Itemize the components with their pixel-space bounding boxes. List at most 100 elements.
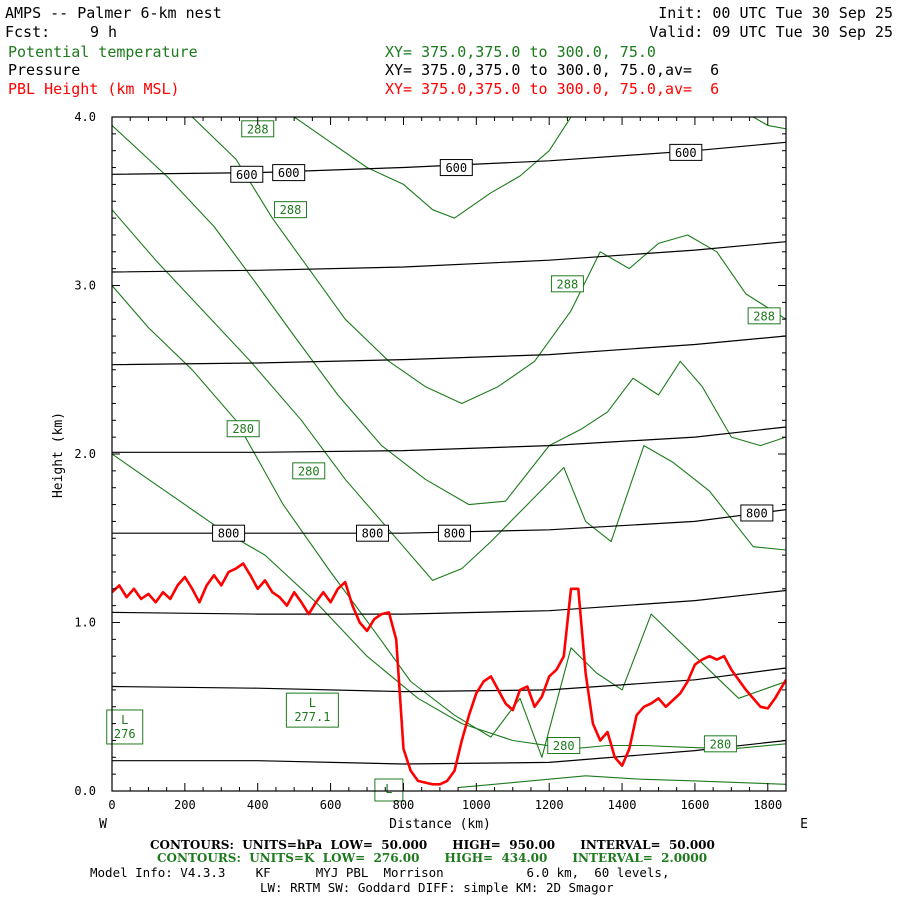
- pressure-label-box: [272, 164, 306, 182]
- pressure-contour-950: [112, 739, 786, 765]
- pressure-label: 800: [437, 524, 471, 542]
- pressure-label-box: [439, 159, 473, 177]
- pressure-label-box: [740, 504, 774, 522]
- y-tick-label: 4.0: [74, 110, 96, 124]
- pressure-contour-info: CONTOURS: UNITS=hPa LOW= 50.000 HIGH= 95…: [150, 838, 715, 852]
- pbl-height-line: [112, 562, 786, 786]
- y-axis-label: Height (km): [51, 412, 66, 498]
- low-marker-box: [285, 692, 339, 728]
- valid-time: Valid: 09 UTC Tue 30 Sep 25: [649, 23, 893, 41]
- pressure-label-text: 800: [362, 527, 384, 541]
- theta-label: 280: [226, 420, 260, 438]
- init-time: Init: 00 UTC Tue 30 Sep 25: [658, 4, 893, 22]
- theta-contour-line: [191, 117, 786, 405]
- x-axis-label: Distance (km): [389, 817, 491, 832]
- pressure-label: 800: [355, 524, 389, 542]
- low-marker-box: [106, 709, 144, 745]
- theta-label-box: [274, 201, 308, 219]
- pressure-contour-850: [112, 589, 786, 615]
- field-pbl-name: PBL Height (km MSL): [8, 80, 180, 98]
- x-tick-label: 400: [247, 798, 269, 812]
- theta-label-text: 288: [280, 203, 302, 217]
- pressure-label: 600: [669, 143, 703, 161]
- pressure-label: 600: [272, 164, 306, 182]
- theta-contour-line: [752, 117, 786, 130]
- theta-label-text: 280: [710, 737, 732, 751]
- pressure-label: 800: [740, 504, 774, 522]
- x-tick-label: 200: [174, 798, 196, 812]
- field-pressure-xy: XY= 375.0,375.0 to 300.0, 75.0,av= 6: [385, 61, 720, 79]
- theta-contour-line: [112, 453, 786, 750]
- pressure-label-box: [669, 143, 703, 161]
- theta-label-box: [703, 735, 737, 753]
- theta-label-text: 280: [553, 739, 575, 753]
- theta-label-box: [747, 307, 781, 325]
- theta-label-box: [226, 420, 260, 438]
- theta-label: 280: [547, 737, 581, 755]
- west-label: W: [99, 817, 107, 832]
- theta-label: 288: [274, 201, 308, 219]
- low-marker-value: 276: [114, 727, 136, 741]
- theta-label: 288: [747, 307, 781, 325]
- x-tick-label: 1000: [462, 798, 491, 812]
- forecast-label: Fcst:: [5, 23, 51, 41]
- theta-label: 288: [550, 275, 584, 293]
- field-theta-xy: XY= 375.0,375.0 to 300.0, 75.0: [385, 43, 656, 61]
- pbl-height-layer: [112, 562, 786, 786]
- low-marker: L: [374, 778, 404, 802]
- y-tick-label: 0.0: [74, 784, 96, 798]
- theta-contour-info: CONTOURS: UNITS=K LOW= 276.00 HIGH= 434.…: [157, 851, 708, 865]
- theta-label-box: [292, 462, 326, 480]
- theta-label-box: [550, 275, 584, 293]
- low-marker-letter: L: [309, 696, 316, 710]
- x-tick-label: 600: [320, 798, 342, 812]
- theta-contour-line: [112, 124, 786, 506]
- theta-label-text: 288: [557, 277, 579, 291]
- pressure-label-text: 600: [675, 146, 697, 160]
- pressure-contour-700: [112, 335, 786, 366]
- y-tick-label: 1.0: [74, 616, 96, 630]
- low-marker-value: 277.1: [294, 710, 330, 724]
- theta-label-text: 280: [298, 464, 320, 478]
- pressure-label-text: 600: [445, 161, 467, 175]
- theta-contour-line: [112, 209, 786, 581]
- pressure-contour-650: [112, 241, 786, 273]
- field-theta-name: Potential temperature: [8, 43, 198, 61]
- chart-title: AMPS -- Palmer 6-km nest: [5, 4, 222, 22]
- theta-label: 280: [703, 735, 737, 753]
- axis-layer: 0.0 1.0 2.0 3.0 4.0 0 200 400 600 800 1000 1200 1400…: [74, 110, 787, 812]
- pressure-label-text: 600: [278, 166, 300, 180]
- theta-contour-line: [293, 117, 572, 219]
- low-marker-letter: L: [385, 782, 392, 796]
- x-tick-label: 1200: [535, 798, 564, 812]
- x-tick-label: 0: [108, 798, 115, 812]
- theta-label-box: [547, 737, 581, 755]
- theta-label-text: 288: [753, 309, 775, 323]
- pressure-label-box: [437, 524, 471, 542]
- model-info-line1: Model Info: V4.3.3 KF MYJ PBL Morrison 6…: [90, 865, 670, 880]
- low-marker-letter: L: [121, 713, 128, 727]
- pressure-contour-750: [112, 426, 786, 453]
- theta-label: 280: [292, 462, 326, 480]
- pressure-label: 600: [439, 159, 473, 177]
- field-pressure-name: Pressure: [8, 61, 81, 79]
- field-pbl-xy: XY= 375.0,375.0 to 300.0, 75.0,av= 6: [385, 80, 720, 98]
- pressure-label-text: 800: [444, 527, 466, 541]
- east-label: E: [800, 817, 808, 832]
- low-marker-box: [374, 778, 404, 802]
- forecast-hour: 9 h: [90, 23, 118, 41]
- y-tick-label: 3.0: [74, 279, 96, 293]
- pressure-label: 600: [230, 165, 264, 183]
- x-tick-label: 1800: [753, 798, 782, 812]
- contour-label-layer: 600 600 600 600 800 800 800 800 288 288 288 288 280 2…: [106, 120, 781, 802]
- y-tick-label: 2.0: [74, 447, 96, 461]
- theta-label: 288: [241, 120, 275, 138]
- x-tick-label: 1600: [680, 798, 709, 812]
- x-tick-label: 800: [393, 798, 415, 812]
- x-tick-label: 1400: [608, 798, 637, 812]
- model-info-line2: LW: RRTM SW: Goddard DIFF: simple KM: 2D…: [260, 880, 614, 895]
- pressure-label-box: [230, 165, 264, 183]
